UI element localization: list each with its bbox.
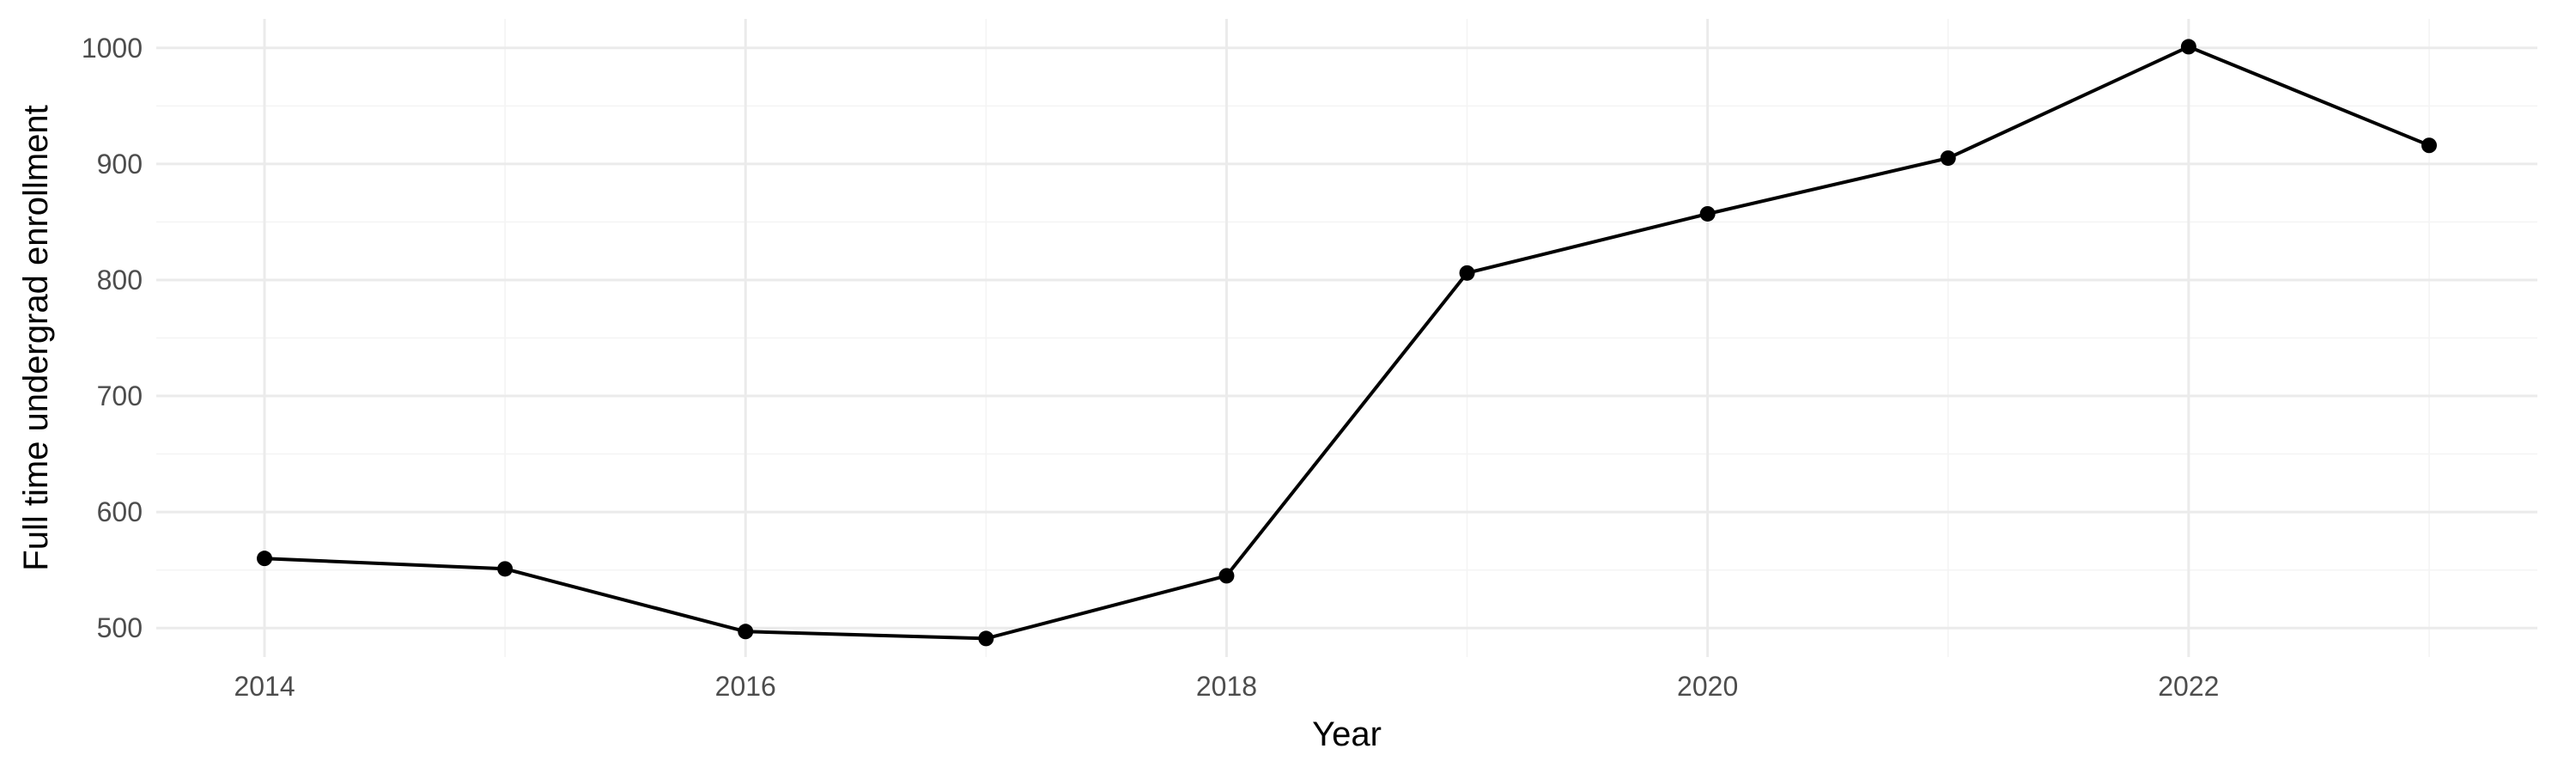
data-point <box>497 561 513 577</box>
y-tick-label: 700 <box>97 380 143 411</box>
y-tick-label: 500 <box>97 612 143 643</box>
data-point <box>1699 205 1716 222</box>
enrollment-series-line <box>264 45 2430 641</box>
x-tick-label: 2016 <box>715 671 776 702</box>
x-tick-label: 2018 <box>1196 671 1257 702</box>
data-point <box>1218 568 1235 584</box>
data-point <box>738 624 754 640</box>
tick-label-layer: 2014 2016 2018 2020 2022 500 600 700 800 900 1000 <box>82 33 2220 702</box>
x-tick-label: 2022 <box>2158 671 2219 702</box>
data-point <box>257 551 273 567</box>
y-tick-label: 900 <box>97 149 143 180</box>
data-point <box>1459 265 1475 281</box>
data-point <box>2180 39 2196 55</box>
y-axis-title: Full time undergrad enrollment <box>17 105 55 570</box>
data-point <box>978 630 994 647</box>
x-tick-label: 2020 <box>1677 671 1738 702</box>
x-tick-label: 2014 <box>234 671 295 702</box>
data-point <box>2421 137 2437 154</box>
y-tick-label: 800 <box>97 265 143 295</box>
x-axis-title: Year <box>1312 715 1382 753</box>
grid-layer <box>156 19 2537 657</box>
data-point-layer <box>257 39 2437 647</box>
y-tick-label: 1000 <box>82 33 143 64</box>
data-point <box>1940 150 1956 167</box>
series-layer <box>264 45 2430 641</box>
y-tick-label: 600 <box>97 496 143 527</box>
